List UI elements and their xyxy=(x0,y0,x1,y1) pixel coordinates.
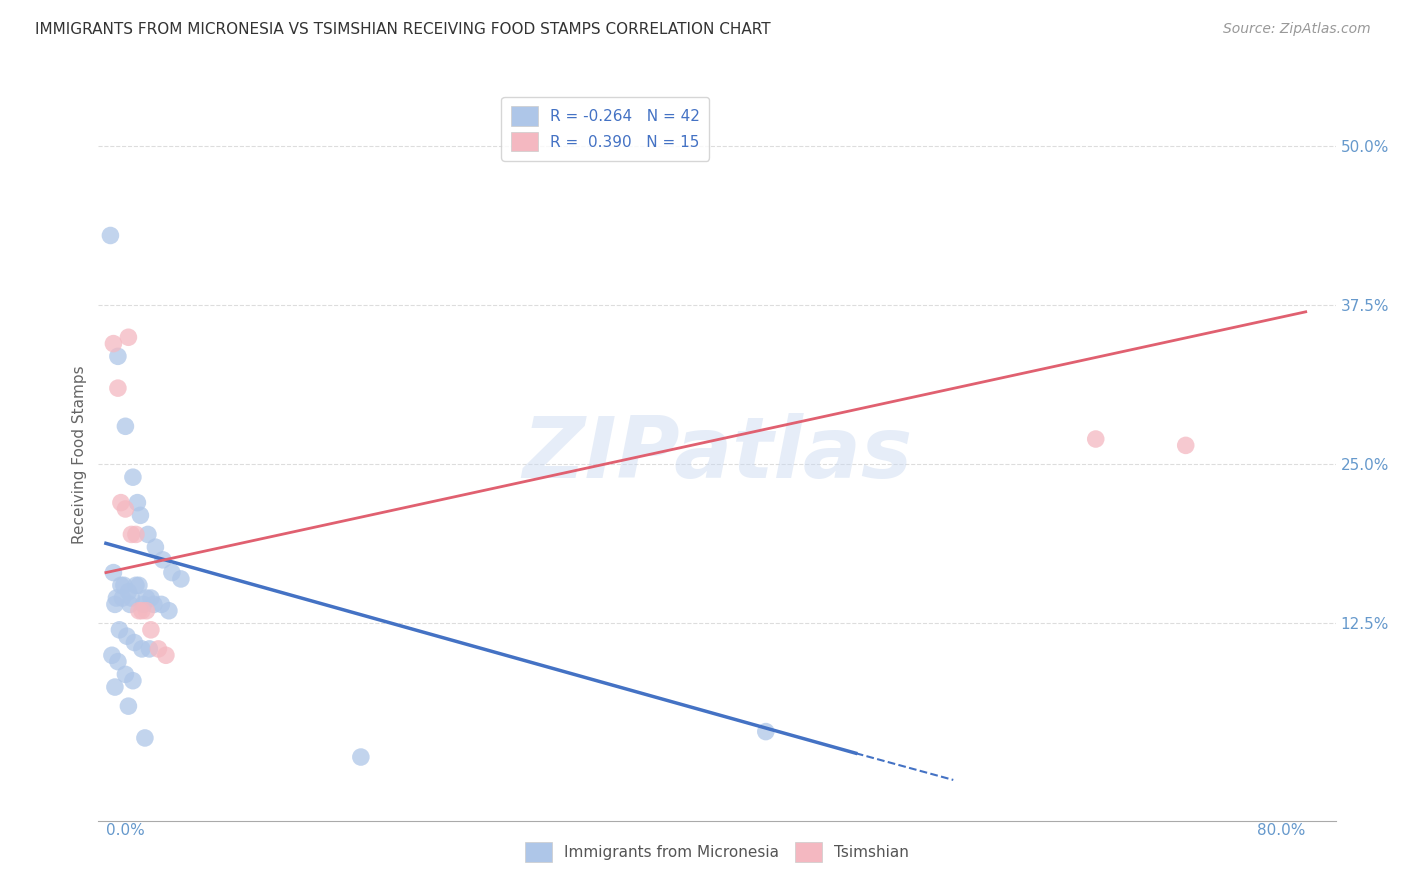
Point xyxy=(118,598,141,612)
Point xyxy=(139,591,162,605)
Point xyxy=(131,641,153,656)
Point xyxy=(100,228,122,243)
Point xyxy=(128,578,150,592)
Point xyxy=(148,641,170,656)
Legend: Immigrants from Micronesia, Tsimshian: Immigrants from Micronesia, Tsimshian xyxy=(519,836,915,868)
Point xyxy=(155,648,177,663)
Point xyxy=(136,527,159,541)
Point xyxy=(110,578,132,592)
Point xyxy=(114,502,136,516)
Point xyxy=(122,673,145,688)
Text: IMMIGRANTS FROM MICRONESIA VS TSIMSHIAN RECEIVING FOOD STAMPS CORRELATION CHART: IMMIGRANTS FROM MICRONESIA VS TSIMSHIAN … xyxy=(35,22,770,37)
Point xyxy=(138,641,160,656)
Point xyxy=(110,495,132,509)
Point xyxy=(1084,432,1107,446)
Point xyxy=(104,598,127,612)
Point xyxy=(115,629,138,643)
Point xyxy=(117,584,139,599)
Point xyxy=(350,750,373,764)
Point xyxy=(108,623,131,637)
Point xyxy=(1174,438,1197,452)
Point xyxy=(170,572,193,586)
Point xyxy=(103,566,125,580)
Point xyxy=(132,598,155,612)
Point xyxy=(135,604,157,618)
Y-axis label: Receiving Food Stamps: Receiving Food Stamps xyxy=(72,366,87,544)
Point xyxy=(145,540,167,554)
Text: 0.0%: 0.0% xyxy=(105,823,145,838)
Point xyxy=(135,591,157,605)
Point xyxy=(120,591,142,605)
Point xyxy=(101,648,124,663)
Point xyxy=(131,604,153,618)
Point xyxy=(111,591,134,605)
Point xyxy=(107,655,129,669)
Point xyxy=(127,495,149,509)
Point xyxy=(120,527,142,541)
Point xyxy=(142,598,165,612)
Text: ZIPatlas: ZIPatlas xyxy=(522,413,912,497)
Point xyxy=(755,724,778,739)
Point xyxy=(128,604,150,618)
Text: 80.0%: 80.0% xyxy=(1257,823,1306,838)
Point xyxy=(160,566,183,580)
Point xyxy=(152,553,174,567)
Point xyxy=(134,731,156,745)
Point xyxy=(114,667,136,681)
Point xyxy=(117,330,139,344)
Point xyxy=(117,699,139,714)
Point xyxy=(107,381,129,395)
Point xyxy=(114,419,136,434)
Point xyxy=(157,604,180,618)
Point xyxy=(103,336,125,351)
Point xyxy=(112,578,135,592)
Point xyxy=(107,349,129,363)
Point xyxy=(105,591,128,605)
Point xyxy=(129,508,152,523)
Text: Source: ZipAtlas.com: Source: ZipAtlas.com xyxy=(1223,22,1371,37)
Point xyxy=(139,623,162,637)
Point xyxy=(150,598,173,612)
Point xyxy=(125,578,148,592)
Point xyxy=(124,635,146,649)
Point xyxy=(122,470,145,484)
Point xyxy=(104,680,127,694)
Point xyxy=(125,527,148,541)
